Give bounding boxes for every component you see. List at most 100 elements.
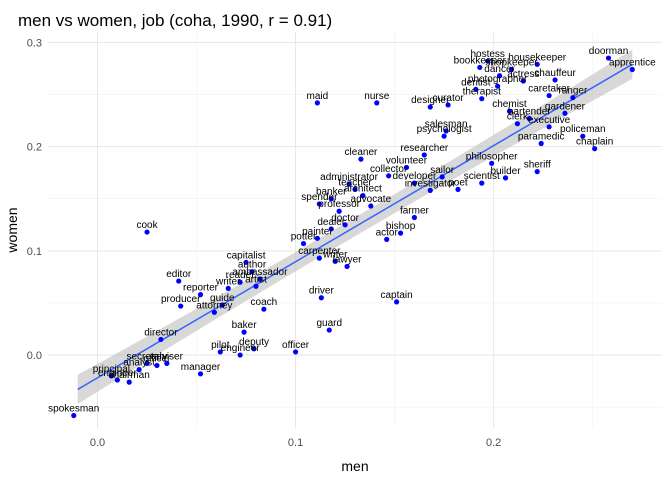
point-label: captain [380,290,412,301]
data-point [397,230,404,236]
point-label: sheriff [524,160,551,171]
point-label: developer [392,171,437,182]
point-label: paramedic [518,132,565,143]
point-label: dentist [461,77,491,88]
y-tick-label: 0.2 [27,142,42,154]
data-point [176,278,182,284]
point-label: farmer [400,205,430,216]
data-point [257,276,263,282]
data-point [197,371,204,377]
point-label: reporter [183,283,219,294]
data-point [562,110,568,116]
point-labels: spokesmanprincipalengineerchairmananalys… [48,46,656,414]
data-point [178,303,184,309]
point-label: secretary [126,351,167,362]
data-point [455,186,461,192]
point-label: chairman [109,370,150,381]
data-point [342,222,348,228]
point-label: director [144,327,178,338]
point-label: actor [376,227,399,238]
point-label: curator [433,93,465,104]
data-point [384,236,390,242]
point-label: sailor [430,165,455,176]
data-points [71,55,635,419]
point-label: bookkeeper [454,55,507,66]
point-label: maid [307,91,329,102]
point-label: editor [166,269,192,280]
point-label: chauffeur [534,68,576,79]
data-point [534,169,540,175]
data-point [552,77,558,83]
y-tick-label: 0.1 [27,246,42,258]
data-point [580,133,586,139]
y-tick-label: 0.0 [27,350,42,362]
point-label: doctor [331,213,359,224]
data-point [502,175,509,181]
data-point [508,66,515,73]
regression-line [77,63,633,391]
data-point [496,73,503,79]
point-label: philosopher [466,151,518,162]
data-point [211,309,217,315]
data-point [473,86,479,92]
data-point [538,140,544,147]
point-label: photographer [468,74,528,85]
data-point [316,201,322,207]
point-label: artist [245,274,267,285]
point-label: officer [282,340,310,351]
data-point [251,346,257,352]
point-label: psychologist [417,124,472,135]
data-point [443,128,449,134]
fit-line [77,63,633,391]
y-tick-label: 0.3 [27,37,42,49]
point-label: researcher [400,143,448,154]
data-point [225,285,231,291]
point-label: spender [301,192,338,203]
data-point [592,146,598,152]
point-label: volunteer [386,155,428,166]
point-label: executive [528,115,571,126]
data-point [346,181,352,187]
x-tick-label: 0.0 [90,437,105,449]
point-label: nurse [364,91,389,102]
data-point [368,203,374,209]
point-label: bartender [508,106,551,117]
data-point [197,292,204,298]
point-label: attorney [196,300,232,311]
data-point [316,255,322,261]
point-label: coach [251,297,278,308]
point-label: collector [370,164,408,175]
data-point [427,187,433,193]
point-label: chemist [492,99,527,110]
data-point [445,102,451,108]
data-point [241,329,247,335]
x-axis-ticks: 0.0 0.1 0.2 [90,437,501,449]
point-label: carpenter [298,246,341,257]
data-point [477,64,483,71]
point-label: scientist [464,171,500,182]
data-point [403,164,410,171]
point-label: writer [215,276,241,287]
data-point [237,279,243,285]
data-point [352,186,358,192]
data-point [71,412,77,419]
data-point [629,66,635,73]
data-point [249,269,255,275]
x-tick-label: 0.2 [486,437,501,449]
data-point [374,100,380,106]
data-point [136,367,142,373]
point-label: housekeeper [508,52,566,63]
point-label: teacher [338,177,372,188]
data-point [314,100,320,106]
point-label: writer [322,249,348,260]
data-point [158,336,164,343]
data-point [344,263,350,270]
point-label: ranger [558,86,588,97]
point-label: gardener [545,101,586,112]
data-point [328,226,334,232]
data-point [318,295,324,301]
point-label: engineer [98,368,138,379]
point-label: professor [318,199,360,210]
point-label: banker [316,187,347,198]
point-label: producer [161,294,201,305]
